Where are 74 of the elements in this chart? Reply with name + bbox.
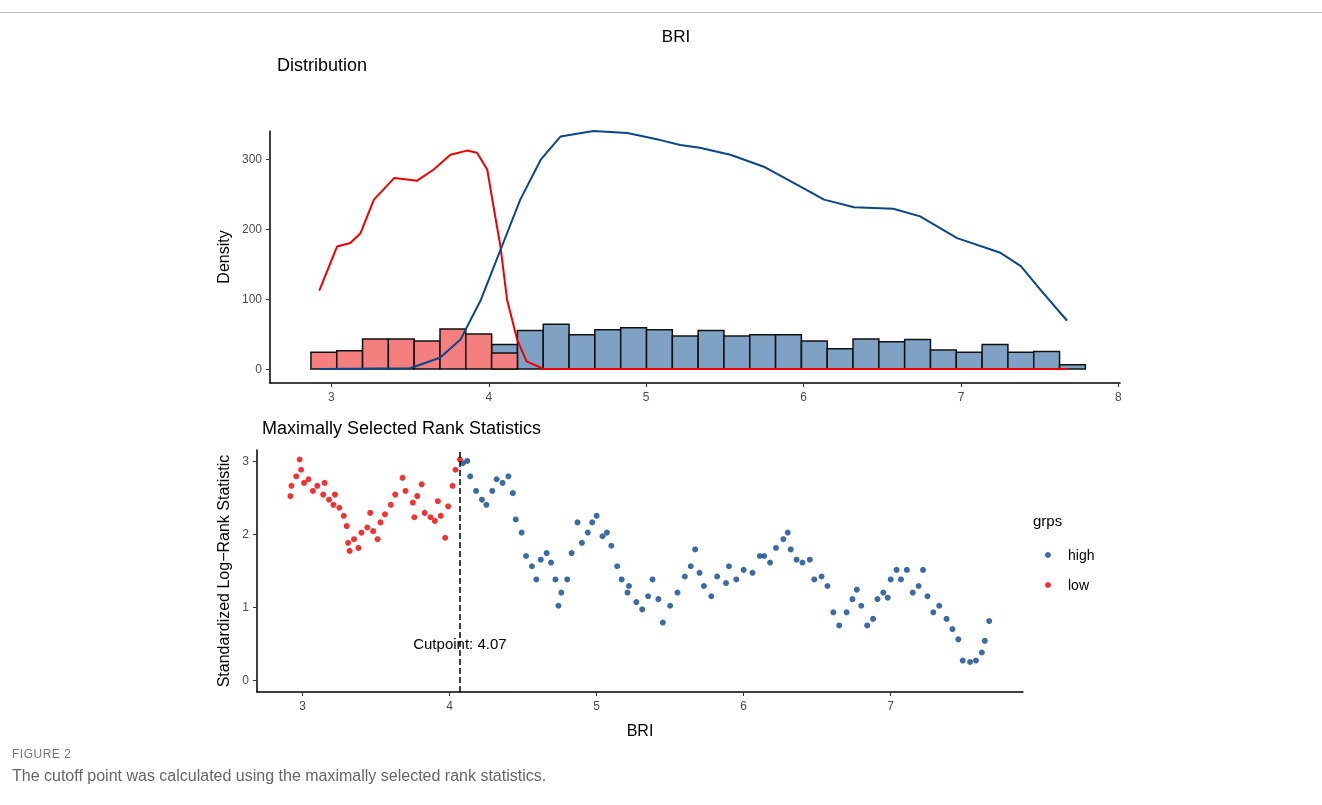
point [442, 534, 449, 541]
point [320, 491, 327, 498]
point [434, 498, 441, 505]
point [409, 499, 416, 506]
point [331, 491, 338, 498]
legend-label: low [1068, 577, 1090, 593]
x-tick-label: 4 [446, 699, 454, 713]
caption: FIGURE 2 [12, 747, 73, 761]
legend-title: grps [1033, 512, 1063, 529]
x-tick-label: 7 [887, 699, 895, 713]
point [370, 528, 377, 535]
point [392, 491, 399, 498]
x-tick-label: 6 [740, 699, 748, 713]
point [414, 493, 421, 500]
y-tick-label: 0 [255, 362, 263, 376]
x-tick-label: 3 [299, 699, 307, 713]
point [427, 514, 434, 521]
point [345, 539, 352, 546]
point [330, 501, 337, 508]
x-tick-label: 8 [1115, 390, 1123, 404]
point [309, 487, 316, 494]
chart-subtitle: Distribution [277, 55, 368, 75]
point [351, 536, 358, 543]
annotation: Cutpoint: 4.07 [413, 635, 507, 653]
point [387, 501, 394, 508]
legend-label: high [1068, 547, 1095, 563]
point [293, 473, 300, 480]
point [399, 474, 406, 481]
point [358, 529, 365, 536]
point [411, 514, 418, 521]
point [374, 536, 381, 543]
point [296, 456, 303, 463]
point [321, 479, 328, 486]
text: The cutoff point was calculated using the maximally selected rank statistics. [12, 767, 548, 785]
point [326, 496, 333, 503]
x-tick-label: 5 [593, 699, 601, 713]
y-tick-label: 3 [242, 453, 250, 468]
point [437, 512, 444, 519]
point [336, 504, 343, 511]
point [340, 512, 347, 519]
point [367, 509, 374, 516]
point [305, 476, 312, 483]
point [431, 517, 438, 524]
y-axis-title: Standardized Log−Rank Statistic [214, 454, 232, 688]
point [343, 523, 350, 530]
x-tick-label: 5 [642, 390, 650, 404]
point [288, 482, 295, 489]
point [402, 487, 409, 494]
point [346, 547, 353, 554]
point [418, 481, 425, 488]
x-tick-label: 7 [957, 390, 965, 404]
y-tick-label: 100 [241, 292, 263, 306]
x-tick-label: 4 [485, 390, 493, 404]
point [452, 466, 459, 473]
y-axis-title: Density [214, 230, 232, 284]
point [381, 511, 388, 518]
point [355, 544, 362, 551]
point [449, 482, 456, 489]
point [301, 479, 308, 486]
point [314, 482, 321, 489]
point [445, 503, 452, 510]
y-tick-label: 2 [242, 527, 250, 542]
y-tick-label: 300 [241, 152, 263, 166]
point [298, 466, 305, 473]
chart-title: Maximally Selected Rank Statistics [262, 418, 542, 438]
y-tick-label: 200 [241, 222, 263, 236]
y-tick-label: 1 [242, 600, 250, 615]
y-tick-label: 0 [242, 673, 250, 688]
x-tick-label: 6 [800, 390, 808, 404]
chart-title: BRI [661, 27, 691, 46]
point [287, 493, 294, 500]
point [421, 509, 428, 516]
x-axis-title: BRI [626, 721, 654, 739]
x-tick-label: 3 [328, 390, 336, 404]
